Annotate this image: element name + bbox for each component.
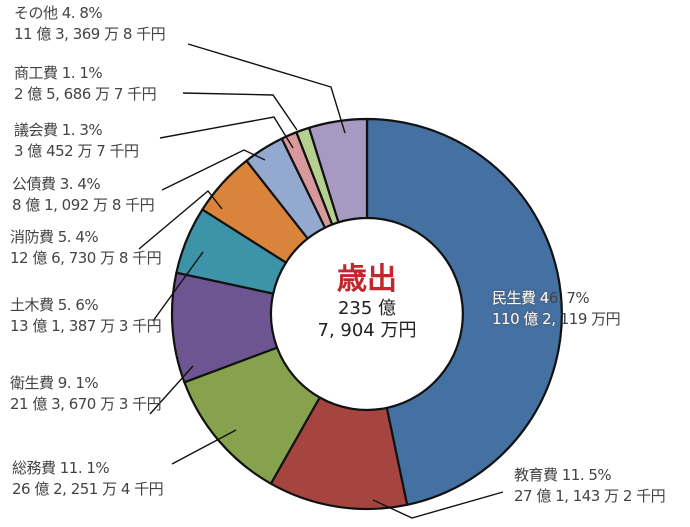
leader-shobo xyxy=(138,189,223,250)
label-shoko-amount: 2 億 5, 686 万 7 千円 xyxy=(14,85,157,103)
label-shoko: 商工費 1. 1% 2 億 5, 686 万 7 千円 xyxy=(14,63,157,105)
label-minsei: 民生費 46. 7% 110 億 2, 119 万円 xyxy=(492,288,621,330)
label-gikai: 議会費 1. 3% 3 億 452 万 7 千円 xyxy=(14,120,139,162)
center-amount-line1: 235 億 xyxy=(337,298,397,319)
label-doboku-amount: 13 億 1, 387 万 3 千円 xyxy=(10,317,162,335)
label-shoko-pct: 商工費 1. 1% xyxy=(14,64,103,82)
leader-eisei xyxy=(149,365,194,415)
label-sonota: その他 4. 8% 11 億 3, 369 万 8 千円 xyxy=(14,3,166,45)
label-doboku-pct: 土木費 5. 6% xyxy=(10,296,99,314)
leader-gikai xyxy=(159,116,294,149)
center-label: 歳出 235 億 7, 904 万円 xyxy=(290,262,444,342)
slice-sonota xyxy=(308,117,369,224)
label-kyoiku: 教育費 11. 5% 27 億 1, 143 万 2 千円 xyxy=(514,465,666,507)
label-sonota-amount: 11 億 3, 369 万 8 千円 xyxy=(14,25,166,43)
center-amount-line2: 7, 904 万円 xyxy=(317,320,417,341)
label-gikai-amount: 3 億 452 万 7 千円 xyxy=(14,142,139,160)
leader-somu xyxy=(171,429,237,465)
label-sonota-pct: その他 4. 8% xyxy=(14,4,103,22)
label-eisei-amount: 21 億 3, 670 万 3 千円 xyxy=(10,395,162,413)
label-shobo-amount: 12 億 6, 730 万 8 千円 xyxy=(10,249,162,267)
leader-kosai xyxy=(161,149,266,191)
label-minsei-pct: 6. 7% xyxy=(548,289,590,307)
label-somu-pct: 総務費 11. 1% xyxy=(12,459,110,477)
label-gikai-pct: 議会費 1. 3% xyxy=(14,121,103,139)
leader-doboku xyxy=(152,251,204,322)
label-eisei: 衛生費 9. 1% 21 億 3, 670 万 3 千円 xyxy=(10,373,162,415)
slice-minsei xyxy=(365,117,563,506)
label-kosai: 公債費 3. 4% 8 億 1, 092 万 8 千円 xyxy=(12,174,155,216)
label-doboku: 土木費 5. 6% 13 億 1, 387 万 3 千円 xyxy=(10,295,162,337)
center-title: 歳出 xyxy=(337,262,397,297)
leader-shoko xyxy=(182,92,298,131)
label-kyoiku-amount: 27 億 1, 143 万 2 千円 xyxy=(514,487,666,505)
label-minsei-name: 民生費 4 xyxy=(492,289,549,307)
label-minsei-amount-b: 119 万円 xyxy=(555,310,621,328)
leader-kyoiku xyxy=(372,491,504,519)
leader-lines xyxy=(138,43,504,519)
label-eisei-pct: 衛生費 9. 1% xyxy=(10,374,99,392)
label-shobo: 消防費 5. 4% 12 億 6, 730 万 8 千円 xyxy=(10,227,162,269)
leader-sonota xyxy=(187,43,346,134)
label-shobo-pct: 消防費 5. 4% xyxy=(10,228,99,246)
label-kosai-pct: 公債費 3. 4% xyxy=(12,175,101,193)
label-somu-amount: 26 億 2, 251 万 4 千円 xyxy=(12,480,164,498)
label-somu: 総務費 11. 1% 26 億 2, 251 万 4 千円 xyxy=(12,458,164,500)
label-kosai-amount: 8 億 1, 092 万 8 千円 xyxy=(12,196,155,214)
label-kyoiku-pct: 教育費 11. 5% xyxy=(514,466,612,484)
label-minsei-amount-a: 110 億 2, xyxy=(492,310,556,328)
